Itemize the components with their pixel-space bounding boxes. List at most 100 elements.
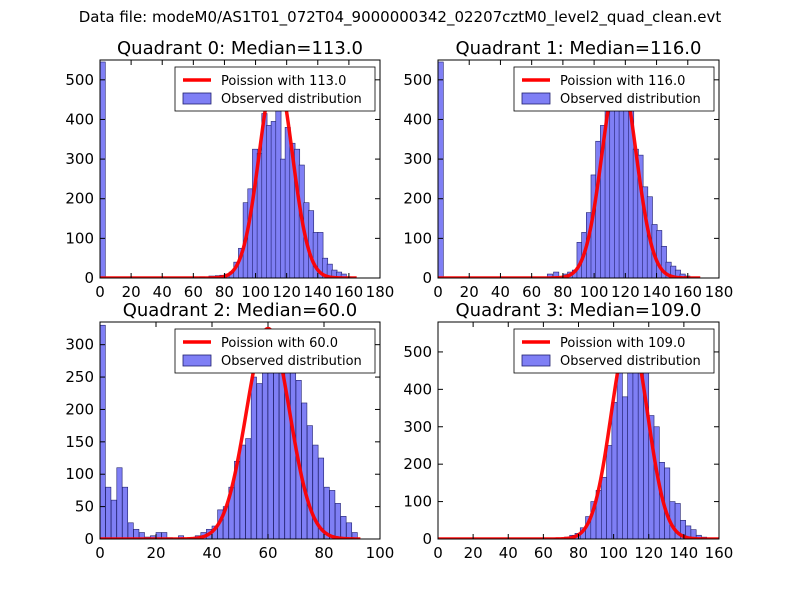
histogram-bar	[122, 486, 129, 539]
histogram-bar	[616, 359, 623, 539]
x-tick-label: 40	[202, 544, 221, 562]
legend-bars-swatch	[182, 354, 212, 367]
y-tick-label: 400	[65, 110, 94, 128]
y-tick-label: 100	[403, 229, 432, 247]
x-tick-label: 40	[153, 283, 172, 301]
legend: Poission with 116.0 Observed distribution	[513, 66, 715, 112]
y-tick-label: 200	[65, 400, 94, 418]
legend-bars-swatch	[521, 92, 551, 105]
legend-curve-label: Poission with 116.0	[560, 74, 685, 89]
y-tick-label: 0	[84, 530, 94, 548]
quadrant-2-plot: 0 20 40 60 80 100 0 50 100 150 200 250 300 Quadrant 2…	[65, 300, 394, 562]
legend: Poission with 60.0 Observed distribution	[174, 328, 376, 374]
y-tick-label: 100	[65, 465, 94, 483]
histogram-bar	[239, 444, 246, 539]
x-tick-label: 80	[569, 544, 588, 562]
x-tick-label: 160	[335, 283, 364, 301]
histogram-bar	[606, 445, 613, 539]
plot-area	[100, 324, 362, 539]
histogram-bar	[611, 402, 618, 539]
y-tick-label: 200	[65, 190, 94, 208]
x-tick-label: 80	[553, 283, 572, 301]
histogram-bar	[110, 499, 117, 539]
histogram-bar	[278, 360, 285, 539]
x-tick-label: 40	[491, 283, 510, 301]
x-tick-label: 20	[464, 544, 483, 562]
legend-bars-label: Observed distribution	[221, 354, 362, 369]
legend: Poission with 109.0 Observed distribution	[513, 328, 715, 374]
x-tick-label: 80	[314, 544, 333, 562]
legend-bars-label: Observed distribution	[560, 354, 701, 369]
x-tick-label: 20	[122, 283, 141, 301]
histogram-bar	[351, 532, 358, 539]
x-tick-label: 140	[670, 544, 699, 562]
y-tick-label: 50	[75, 498, 94, 516]
x-tick-label: 60	[184, 283, 203, 301]
histogram-bar	[116, 467, 123, 539]
histogram-bar	[245, 438, 252, 539]
x-tick-label: 80	[215, 283, 234, 301]
histogram-bar	[100, 61, 106, 278]
legend: Poission with 113.0 Observed distribution	[174, 66, 376, 112]
y-tick-label: 300	[403, 150, 432, 168]
histogram-bar	[334, 503, 341, 539]
plot-area	[438, 61, 701, 278]
histogram-bar	[273, 370, 280, 539]
histogram-bar	[301, 402, 308, 539]
y-tick-label: 500	[403, 71, 432, 89]
x-tick-label: 60	[522, 283, 541, 301]
legend-curve-label: Poission with 60.0	[221, 336, 338, 351]
histogram-bar	[601, 476, 607, 539]
x-tick-label: 60	[534, 544, 553, 562]
figure-title: Data file: modeM0/AS1T01_072T04_90000003…	[78, 8, 722, 26]
panel-title: Quadrant 1: Median=116.0	[456, 38, 702, 59]
histogram-bar	[317, 232, 324, 278]
x-tick-label: 160	[705, 544, 734, 562]
histogram-bar	[622, 396, 628, 539]
histogram-bar	[329, 490, 336, 539]
y-tick-label: 300	[65, 336, 94, 354]
x-tick-label: 120	[611, 283, 640, 301]
x-tick-label: 20	[146, 544, 165, 562]
y-tick-label: 200	[403, 455, 432, 473]
y-tick-label: 300	[65, 150, 94, 168]
histogram-bar	[138, 532, 145, 539]
y-tick-label: 0	[422, 269, 432, 287]
poisson-curve	[438, 68, 701, 278]
y-tick-label: 150	[65, 433, 94, 451]
legend-curve-label: Poission with 113.0	[221, 74, 346, 89]
histogram-bar	[632, 351, 639, 539]
x-tick-label: 0	[433, 283, 443, 301]
x-tick-label: 100	[599, 544, 628, 562]
histogram-bar	[546, 273, 553, 278]
legend-bars-swatch	[521, 354, 551, 367]
y-tick-label: 500	[403, 343, 432, 361]
histogram-bar	[438, 61, 444, 278]
histogram-bar	[250, 376, 257, 539]
y-tick-label: 300	[403, 418, 432, 436]
x-tick-label: 140	[303, 283, 332, 301]
y-tick-label: 250	[65, 368, 94, 386]
x-tick-label: 140	[642, 283, 671, 301]
histogram-bar	[627, 359, 634, 539]
histogram-bar	[256, 383, 263, 539]
x-tick-label: 0	[95, 283, 105, 301]
y-tick-label: 100	[403, 493, 432, 511]
x-tick-label: 120	[272, 283, 301, 301]
x-tick-label: 180	[705, 283, 734, 301]
legend-bars-label: Observed distribution	[221, 92, 362, 107]
x-tick-label: 120	[634, 544, 663, 562]
y-tick-label: 0	[84, 269, 94, 287]
quadrant-1-plot: 0 20 40 60 80 100 120 140 160 1800100200300400500…	[403, 38, 733, 301]
y-tick-label: 400	[403, 110, 432, 128]
histogram-bar	[127, 522, 134, 539]
legend-bars-label: Observed distribution	[560, 92, 701, 107]
poisson-curve	[100, 326, 362, 539]
y-tick-label: 0	[422, 530, 432, 548]
x-tick-label: 180	[366, 283, 395, 301]
panel-title: Quadrant 3: Median=109.0	[456, 300, 702, 321]
x-tick-label: 40	[499, 544, 518, 562]
histogram-bar	[346, 522, 353, 539]
